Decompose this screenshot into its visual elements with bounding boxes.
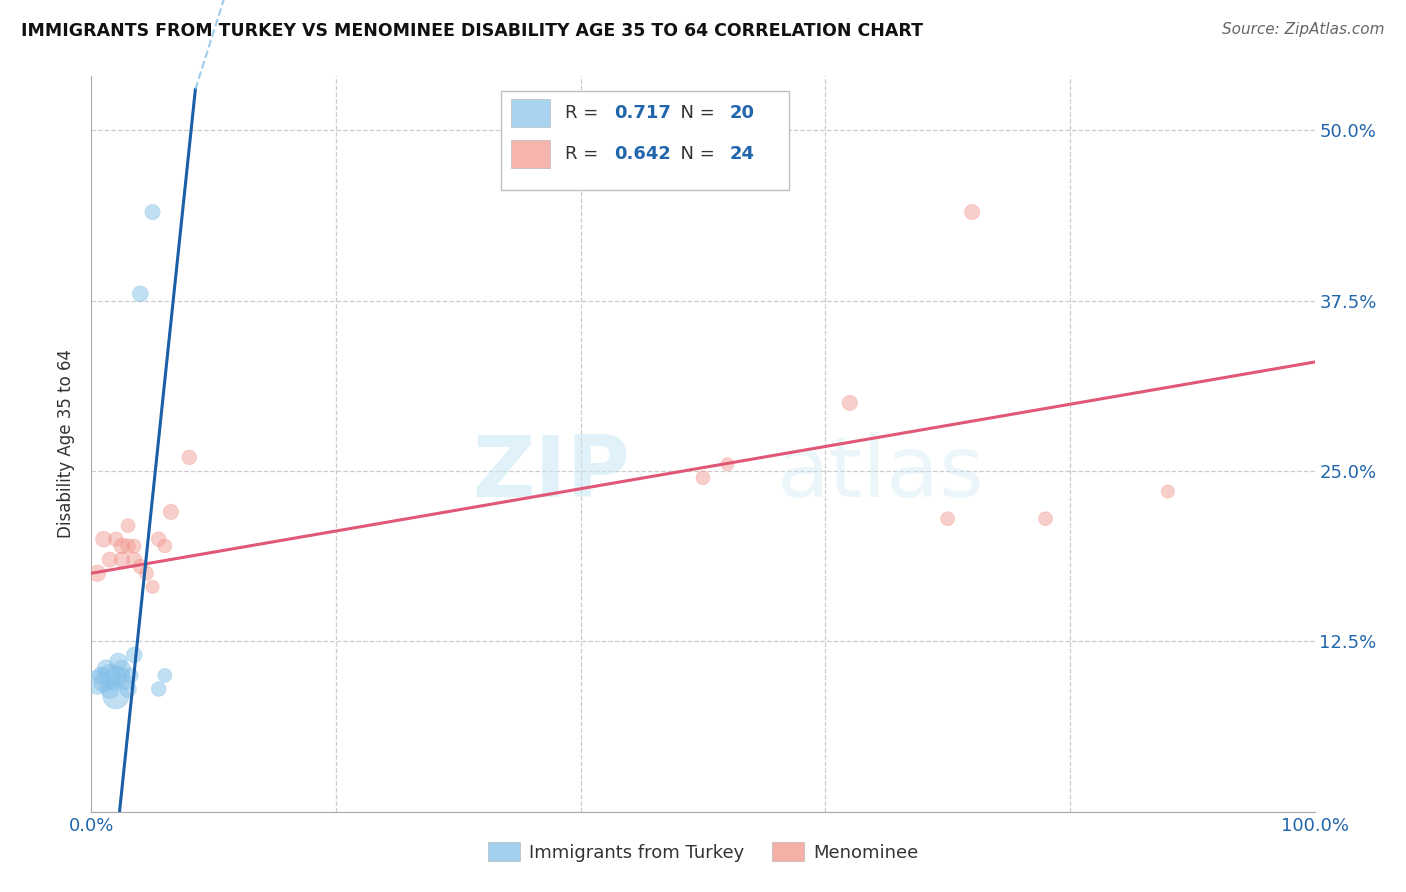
Point xyxy=(141,580,163,594)
Point xyxy=(120,668,142,682)
Text: 0.642: 0.642 xyxy=(613,145,671,163)
Text: IMMIGRANTS FROM TURKEY VS MENOMINEE DISABILITY AGE 35 TO 64 CORRELATION CHART: IMMIGRANTS FROM TURKEY VS MENOMINEE DISA… xyxy=(21,22,924,40)
Point xyxy=(111,552,134,566)
Point xyxy=(86,566,108,581)
Text: ZIP: ZIP xyxy=(472,432,630,515)
Text: R =: R = xyxy=(565,145,603,163)
Point xyxy=(111,668,134,682)
Text: R =: R = xyxy=(565,104,603,122)
Y-axis label: Disability Age 35 to 64: Disability Age 35 to 64 xyxy=(58,350,76,538)
Point xyxy=(129,286,152,301)
Point xyxy=(135,566,157,581)
Point xyxy=(111,662,134,676)
Point xyxy=(98,668,121,682)
Text: 20: 20 xyxy=(730,104,755,122)
Point xyxy=(148,532,170,546)
Legend: Immigrants from Turkey, Menominee: Immigrants from Turkey, Menominee xyxy=(481,835,925,869)
Point xyxy=(93,532,115,546)
Point xyxy=(129,559,152,574)
Point xyxy=(692,471,714,485)
Point xyxy=(716,457,738,471)
Point xyxy=(104,689,127,703)
Point xyxy=(148,681,170,696)
Point xyxy=(160,505,183,519)
Text: N =: N = xyxy=(669,104,720,122)
FancyBboxPatch shape xyxy=(501,90,789,190)
Point xyxy=(93,675,115,690)
Point xyxy=(117,681,139,696)
Point xyxy=(104,668,127,682)
Point xyxy=(90,668,112,682)
Point xyxy=(1157,484,1180,499)
Point xyxy=(153,539,176,553)
Text: N =: N = xyxy=(669,145,720,163)
Point xyxy=(122,552,145,566)
Point xyxy=(122,648,145,662)
Point xyxy=(117,539,139,553)
Point xyxy=(86,675,108,690)
Text: Source: ZipAtlas.com: Source: ZipAtlas.com xyxy=(1222,22,1385,37)
Point xyxy=(104,532,127,546)
Point xyxy=(98,552,121,566)
Point xyxy=(936,512,959,526)
Point xyxy=(179,450,201,465)
Point xyxy=(117,518,139,533)
Point xyxy=(153,668,176,682)
Text: 0.717: 0.717 xyxy=(613,104,671,122)
Point xyxy=(141,205,163,219)
Point xyxy=(111,539,134,553)
FancyBboxPatch shape xyxy=(510,99,550,128)
Point xyxy=(960,205,983,219)
Point xyxy=(103,675,125,690)
Point xyxy=(94,662,117,676)
Text: atlas: atlas xyxy=(776,432,984,515)
Point xyxy=(122,539,145,553)
Point xyxy=(1035,512,1057,526)
FancyBboxPatch shape xyxy=(510,140,550,168)
Point xyxy=(107,655,129,669)
Point xyxy=(114,675,136,690)
Point xyxy=(838,396,860,410)
Point xyxy=(98,681,121,696)
Text: 24: 24 xyxy=(730,145,755,163)
